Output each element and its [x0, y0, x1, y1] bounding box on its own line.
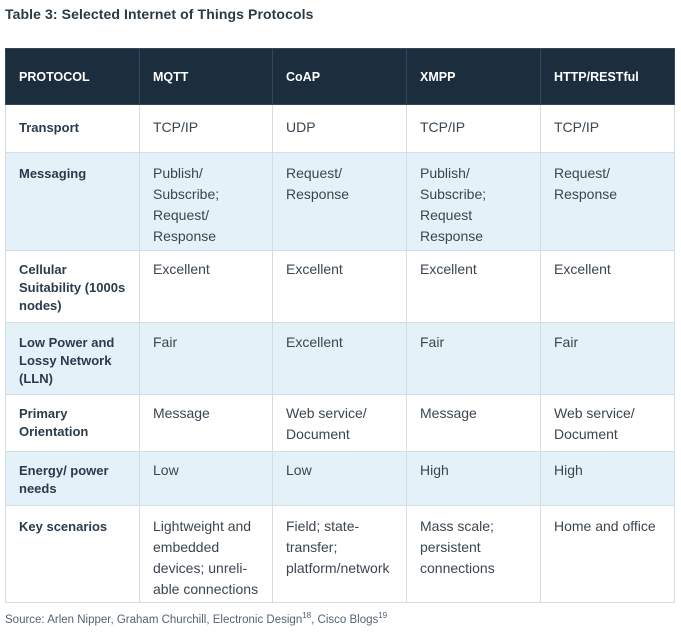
table-cell: Publish/ Subscribe; Request/ Response: [139, 152, 273, 251]
table-cell: Home and office: [540, 505, 675, 603]
table-caption: Table 3: Selected Internet of Things Pro…: [5, 6, 314, 22]
table-row: Low Power and Lossy Network (LLN) Fair E…: [5, 322, 675, 395]
table-cell: Low: [139, 451, 273, 506]
source-text: Source: Arlen Nipper, Graham Churchill, …: [5, 614, 303, 626]
table-row: Messaging Publish/ Subscribe; Request/ R…: [5, 152, 675, 251]
table-cell: Publish/ Subscribe; Request Response: [406, 152, 541, 251]
table-cell: Fair: [540, 322, 675, 395]
table-row: Primary Orientation Message Web service/…: [5, 394, 675, 452]
table-cell: Message: [406, 394, 541, 452]
row-label: Cellular Suitability (1000s nodes): [5, 250, 140, 323]
table-cell: TCP/IP: [540, 104, 675, 153]
table-cell: Excellent: [272, 250, 407, 323]
table-cell: Request/ Response: [272, 152, 407, 251]
row-label: Key scenarios: [5, 505, 140, 603]
table-cell: Mass scale; persistent connections: [406, 505, 541, 603]
table-cell: TCP/IP: [406, 104, 541, 153]
source-text-continued: , Cisco Blogs: [311, 614, 379, 626]
table-header-row: PROTOCOL MQTT CoAP XMPP HTTP/RESTful: [5, 48, 675, 105]
table-cell: Field; state-transfer; platform/network: [272, 505, 407, 603]
table-cell: Web service/ Document: [540, 394, 675, 452]
protocols-table: PROTOCOL MQTT CoAP XMPP HTTP/RESTful Tra…: [5, 48, 675, 603]
table-cell: Excellent: [406, 250, 541, 323]
table-row: Transport TCP/IP UDP TCP/IP TCP/IP: [5, 104, 675, 153]
table-cell: UDP: [272, 104, 407, 153]
source-note: Source: Arlen Nipper, Graham Churchill, …: [5, 611, 388, 626]
header-xmpp: XMPP: [406, 48, 541, 105]
row-label: Messaging: [5, 152, 140, 251]
table-cell: Web service/ Document: [272, 394, 407, 452]
table-cell: Message: [139, 394, 273, 452]
table-row: Key scenarios Lightweight and embedded d…: [5, 505, 675, 603]
header-coap: CoAP: [272, 48, 407, 105]
table-row: Energy/ power needs Low Low High High: [5, 451, 675, 506]
table-cell: TCP/IP: [139, 104, 273, 153]
header-http-restful: HTTP/RESTful: [540, 48, 675, 105]
table-cell: Excellent: [139, 250, 273, 323]
table-row: Cellular Suitability (1000s nodes) Excel…: [5, 250, 675, 323]
table-cell: Fair: [139, 322, 273, 395]
table-cell: Low: [272, 451, 407, 506]
table-cell: High: [540, 451, 675, 506]
row-label: Primary Orientation: [5, 394, 140, 452]
header-mqtt: MQTT: [139, 48, 273, 105]
footnote-ref-18: 18: [302, 611, 312, 621]
table-cell: High: [406, 451, 541, 506]
row-label: Energy/ power needs: [5, 451, 140, 506]
table-cell: Lightweight and embedded devices; unreli…: [139, 505, 273, 603]
table-cell: Fair: [406, 322, 541, 395]
footnote-ref-19: 19: [378, 611, 388, 621]
table-cell: Excellent: [272, 322, 407, 395]
row-label: Transport: [5, 104, 140, 153]
header-protocol: PROTOCOL: [5, 48, 140, 105]
row-label: Low Power and Lossy Network (LLN): [5, 322, 140, 395]
table-cell: Excellent: [540, 250, 675, 323]
table-cell: Request/ Response: [540, 152, 675, 251]
